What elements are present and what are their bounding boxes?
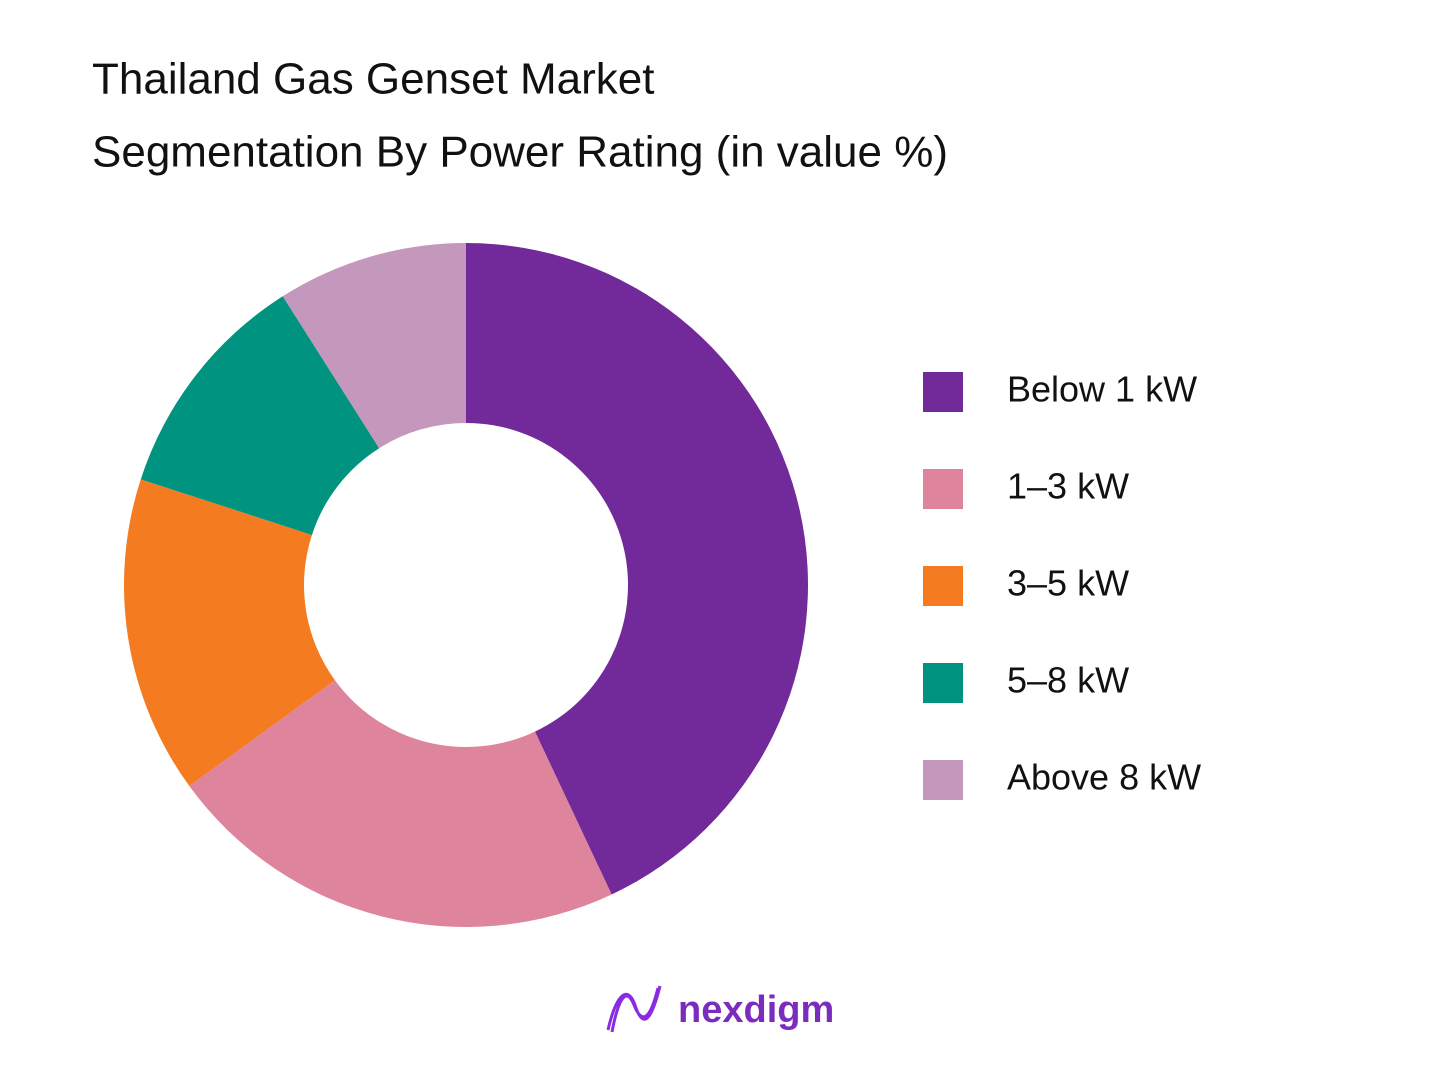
legend-swatch <box>923 760 963 800</box>
donut-slice <box>282 243 466 449</box>
legend-swatch <box>923 663 963 703</box>
logo: nexdigm <box>606 985 834 1033</box>
donut-slice <box>189 680 612 927</box>
logo-icon <box>606 985 662 1033</box>
legend-swatch <box>923 566 963 606</box>
chart-title: Thailand Gas Genset Market <box>92 55 654 104</box>
donut-slice <box>124 479 335 787</box>
chart-title: Segmentation By Power Rating (in value %… <box>92 128 948 177</box>
donut-slice <box>466 243 808 895</box>
legend-label: 5–8 kW <box>1007 660 1129 701</box>
legend-label: 3–5 kW <box>1007 563 1129 604</box>
legend-label: 1–3 kW <box>1007 466 1129 507</box>
donut-slice <box>140 296 380 535</box>
logo-text: nexdigm <box>678 989 834 1031</box>
legend-label: Below 1 kW <box>1007 369 1197 410</box>
legend-swatch <box>923 372 963 412</box>
legend-label: Above 8 kW <box>1007 757 1201 798</box>
legend-swatch <box>923 469 963 509</box>
